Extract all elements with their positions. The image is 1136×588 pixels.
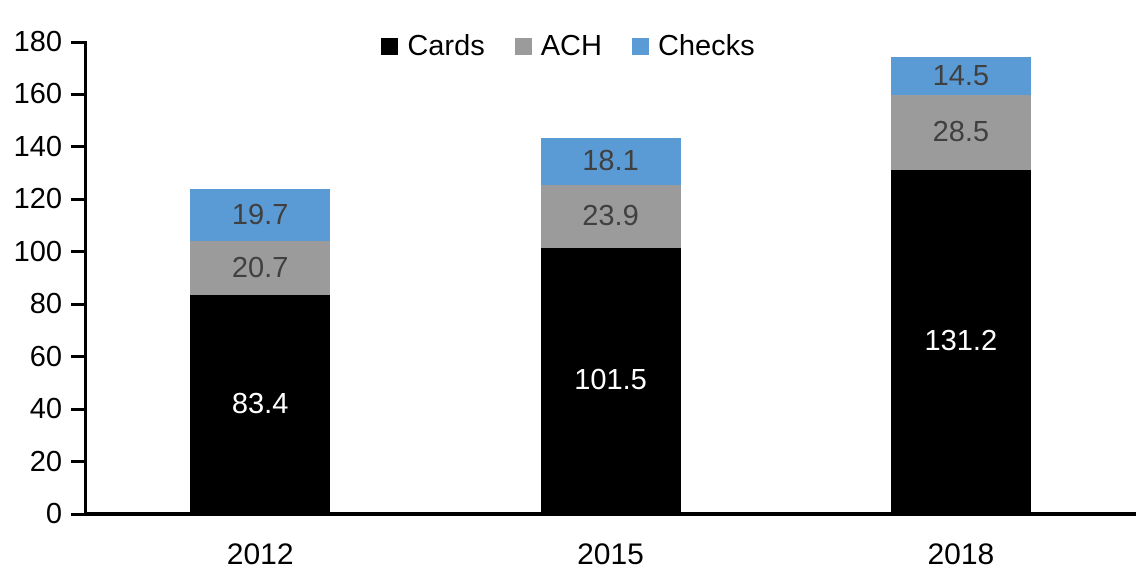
y-axis-tick: [71, 92, 84, 96]
y-axis-tick: [71, 250, 84, 254]
y-axis-tick-label: 100: [13, 235, 62, 268]
y-axis-tick-label: 180: [13, 26, 62, 58]
bar-value-label: 101.5: [574, 364, 647, 397]
legend-item-ach: ACH: [514, 30, 602, 63]
bar-value-label: 18.1: [582, 144, 639, 177]
y-axis-tick-label: 80: [29, 288, 62, 321]
legend-swatch-ach-icon: [514, 38, 532, 55]
y-axis-tick-label: 120: [13, 183, 62, 216]
x-axis-label-2015: 2015: [577, 538, 644, 571]
legend-label-checks: Checks: [657, 30, 755, 62]
legend-swatch-checks-icon: [631, 38, 649, 55]
y-axis-tick-label: 160: [13, 78, 62, 111]
bar-segment-checks-2018: 14.5: [890, 57, 1031, 96]
y-axis-tick: [71, 355, 84, 359]
bar-segment-cards-2018: 131.2: [890, 169, 1031, 514]
y-axis-tick: [71, 40, 84, 44]
y-axis-tick: [71, 407, 84, 411]
y-axis-tick: [71, 512, 84, 516]
bar-segment-ach-2015: 23.9: [540, 185, 681, 248]
legend-item-cards: Cards: [381, 30, 485, 63]
legend-label-ach: ACH: [540, 30, 602, 62]
bar-segment-checks-2012: 19.7: [190, 189, 331, 242]
y-axis-tick-label: 40: [29, 393, 62, 426]
bar-value-label: 14.5: [932, 59, 990, 92]
legend-item-checks: Checks: [631, 30, 755, 63]
bar-segment-cards-2015: 101.5: [540, 247, 681, 514]
y-axis-tick-label: 0: [45, 498, 62, 530]
bar-value-label: 23.9: [582, 200, 639, 232]
legend-swatch-cards-icon: [381, 38, 399, 55]
y-axis-tick: [71, 302, 84, 306]
bar-value-label: 83.4: [231, 388, 289, 421]
y-axis-tick: [71, 197, 84, 201]
y-axis-tick: [71, 460, 84, 464]
legend-label-cards: Cards: [407, 30, 485, 62]
chart-legend: Cards ACH Checks: [0, 30, 1136, 63]
y-axis-tick-label: 60: [29, 340, 62, 373]
x-axis-line: [84, 512, 1136, 516]
y-axis-tick: [71, 145, 84, 149]
y-axis-tick-label: 20: [29, 445, 62, 478]
x-axis-label-2018: 2018: [927, 538, 995, 571]
bar-value-label: 20.7: [231, 251, 289, 284]
bar-value-label: 28.5: [932, 116, 990, 149]
y-axis-line: [84, 41, 87, 516]
y-axis-tick-label: 140: [13, 130, 62, 163]
x-axis-label-2012: 2012: [226, 538, 294, 571]
bar-value-label: 131.2: [924, 325, 998, 358]
bar-value-label: 19.7: [231, 198, 289, 231]
bar-segment-ach-2012: 20.7: [190, 241, 331, 296]
bar-segment-ach-2018: 28.5: [890, 95, 1031, 170]
bar-segment-cards-2012: 83.4: [190, 295, 331, 514]
bar-segment-checks-2015: 18.1: [540, 137, 681, 186]
